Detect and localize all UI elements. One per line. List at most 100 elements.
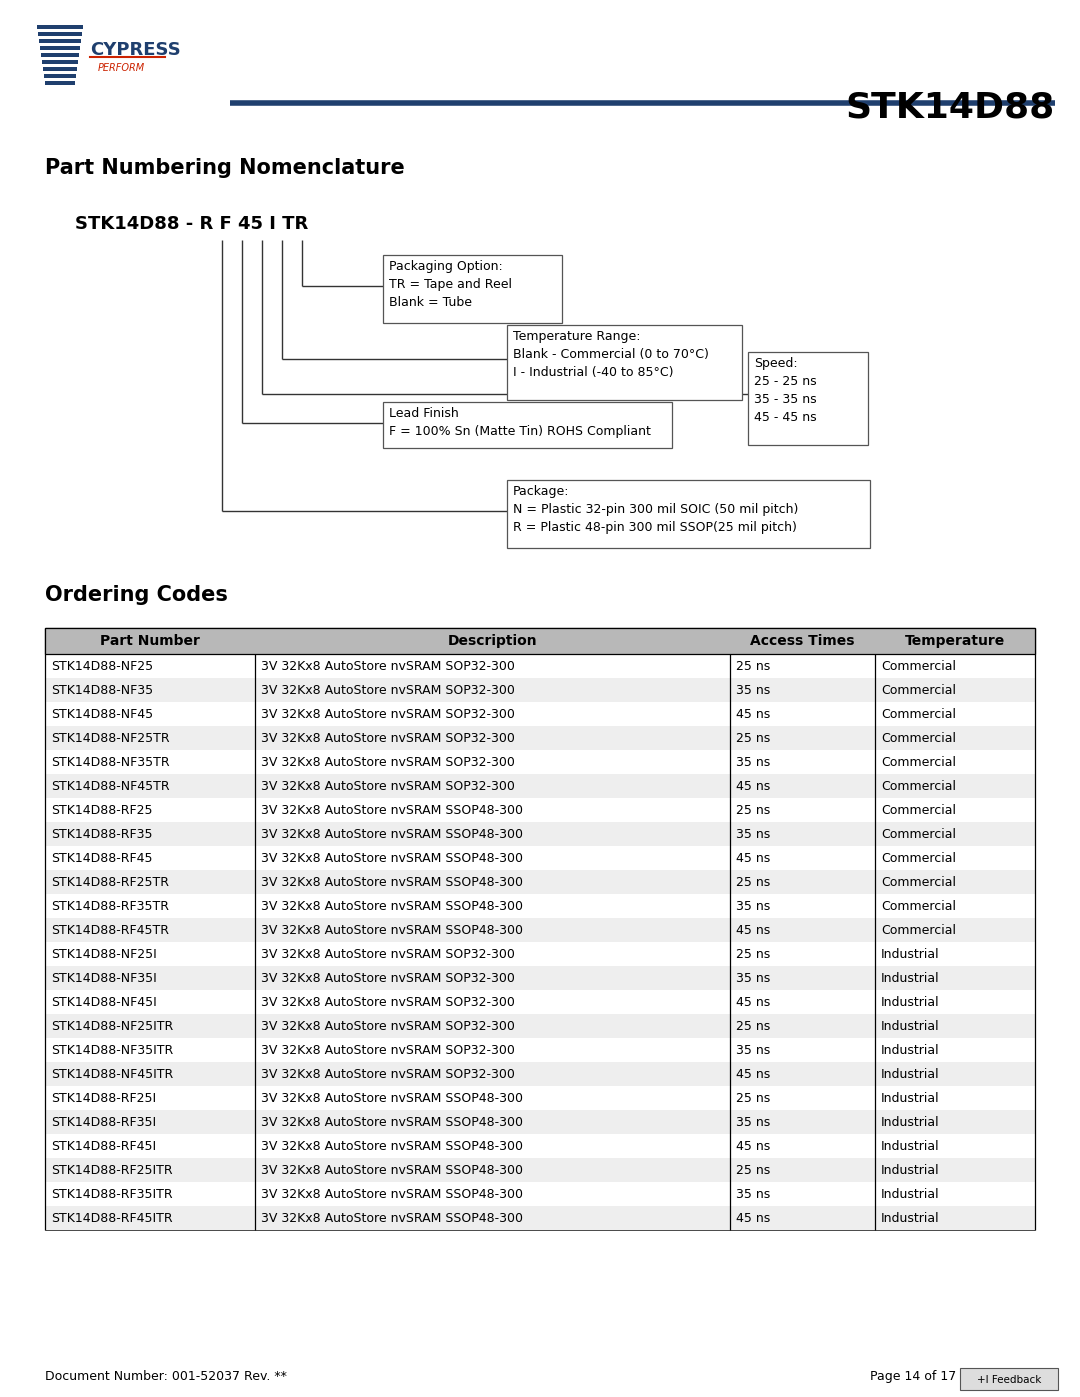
Bar (45, 774, 1035, 798)
Text: STK14D88-RF35: STK14D88-RF35 (51, 827, 152, 841)
Bar (45, 1182, 1035, 1206)
Text: 35 ns: 35 ns (735, 900, 770, 912)
Text: STK14D88-NF45TR: STK14D88-NF45TR (51, 780, 170, 792)
Bar (45, 1206, 1035, 1229)
Bar (40, 46, 80, 50)
Text: Description: Description (448, 634, 538, 648)
Text: Industrial: Industrial (881, 996, 940, 1009)
Text: 25 ns: 25 ns (735, 803, 770, 816)
Text: 35 ns: 35 ns (735, 1044, 770, 1056)
Text: 35 ns: 35 ns (735, 971, 770, 985)
Text: 3V 32Kx8 AutoStore nvSRAM SOP32-300: 3V 32Kx8 AutoStore nvSRAM SOP32-300 (261, 780, 515, 792)
Text: Industrial: Industrial (881, 1020, 940, 1032)
Text: 3V 32Kx8 AutoStore nvSRAM SSOP48-300: 3V 32Kx8 AutoStore nvSRAM SSOP48-300 (261, 1164, 523, 1176)
Text: 45 ns: 45 ns (735, 780, 770, 792)
Bar (960, 1368, 1058, 1390)
Bar (45, 1158, 1035, 1182)
Bar (45, 894, 1035, 918)
Text: STK14D88-RF25I: STK14D88-RF25I (51, 1091, 157, 1105)
Bar (38, 32, 82, 36)
Text: Page 14 of 17: Page 14 of 17 (870, 1370, 956, 1383)
Text: 45 ns: 45 ns (735, 707, 770, 721)
Text: Packaging Option:
TR = Tape and Reel
Blank = Tube: Packaging Option: TR = Tape and Reel Bla… (389, 260, 512, 309)
Text: Ordering Codes: Ordering Codes (45, 585, 228, 605)
Text: Commercial: Commercial (881, 923, 956, 936)
Bar (39, 39, 81, 43)
Text: 25 ns: 25 ns (735, 876, 770, 888)
Text: 3V 32Kx8 AutoStore nvSRAM SSOP48-300: 3V 32Kx8 AutoStore nvSRAM SSOP48-300 (261, 803, 523, 816)
Text: 3V 32Kx8 AutoStore nvSRAM SSOP48-300: 3V 32Kx8 AutoStore nvSRAM SSOP48-300 (261, 876, 523, 888)
Text: 45 ns: 45 ns (735, 1067, 770, 1080)
Bar (748, 352, 868, 446)
Bar (45, 678, 1035, 703)
Bar (45, 629, 1035, 654)
Bar (507, 481, 870, 548)
Text: 3V 32Kx8 AutoStore nvSRAM SOP32-300: 3V 32Kx8 AutoStore nvSRAM SOP32-300 (261, 971, 515, 985)
Bar (45, 1038, 1035, 1062)
Text: Temperature: Temperature (905, 634, 1005, 648)
Bar (45, 750, 1035, 774)
Text: CYPRESS: CYPRESS (90, 41, 180, 59)
Bar (45, 918, 1035, 942)
Text: Commercial: Commercial (881, 900, 956, 912)
Text: STK14D88 - R F 45 I TR: STK14D88 - R F 45 I TR (75, 215, 308, 233)
Text: Speed:
25 - 25 ns
35 - 35 ns
45 - 45 ns: Speed: 25 - 25 ns 35 - 35 ns 45 - 45 ns (754, 358, 816, 425)
Text: STK14D88-NF45I: STK14D88-NF45I (51, 996, 157, 1009)
Text: 45 ns: 45 ns (735, 996, 770, 1009)
Text: 3V 32Kx8 AutoStore nvSRAM SSOP48-300: 3V 32Kx8 AutoStore nvSRAM SSOP48-300 (261, 1140, 523, 1153)
Text: 3V 32Kx8 AutoStore nvSRAM SOP32-300: 3V 32Kx8 AutoStore nvSRAM SOP32-300 (261, 683, 515, 697)
Bar (41, 53, 79, 57)
Bar (45, 965, 1035, 990)
Text: STK14D88-NF35I: STK14D88-NF35I (51, 971, 157, 985)
Text: STK14D88-RF25ITR: STK14D88-RF25ITR (51, 1164, 173, 1176)
Bar (37, 25, 83, 29)
Text: 3V 32Kx8 AutoStore nvSRAM SOP32-300: 3V 32Kx8 AutoStore nvSRAM SOP32-300 (261, 1067, 515, 1080)
Text: STK14D88: STK14D88 (846, 89, 1055, 124)
Text: Package:
N = Plastic 32-pin 300 mil SOIC (50 mil pitch)
R = Plastic 48-pin 300 m: Package: N = Plastic 32-pin 300 mil SOIC… (513, 485, 798, 534)
Text: STK14D88-NF25: STK14D88-NF25 (51, 659, 153, 672)
Bar (45, 942, 1035, 965)
Bar (45, 870, 1035, 894)
Bar (383, 402, 672, 448)
Bar (45, 81, 75, 85)
Text: Commercial: Commercial (881, 756, 956, 768)
Text: Commercial: Commercial (881, 707, 956, 721)
Text: Access Times: Access Times (751, 634, 854, 648)
Text: STK14D88-RF45I: STK14D88-RF45I (51, 1140, 157, 1153)
Text: 3V 32Kx8 AutoStore nvSRAM SOP32-300: 3V 32Kx8 AutoStore nvSRAM SOP32-300 (261, 756, 515, 768)
Text: PERFORM: PERFORM (98, 63, 145, 73)
Text: STK14D88-NF25TR: STK14D88-NF25TR (51, 732, 170, 745)
Text: 35 ns: 35 ns (735, 683, 770, 697)
Text: 3V 32Kx8 AutoStore nvSRAM SSOP48-300: 3V 32Kx8 AutoStore nvSRAM SSOP48-300 (261, 1115, 523, 1129)
Bar (507, 326, 742, 400)
Bar (43, 67, 77, 71)
Text: Commercial: Commercial (881, 659, 956, 672)
Text: Commercial: Commercial (881, 803, 956, 816)
Text: 3V 32Kx8 AutoStore nvSRAM SSOP48-300: 3V 32Kx8 AutoStore nvSRAM SSOP48-300 (261, 1091, 523, 1105)
Text: 3V 32Kx8 AutoStore nvSRAM SOP32-300: 3V 32Kx8 AutoStore nvSRAM SOP32-300 (261, 996, 515, 1009)
Text: 3V 32Kx8 AutoStore nvSRAM SOP32-300: 3V 32Kx8 AutoStore nvSRAM SOP32-300 (261, 707, 515, 721)
Text: STK14D88-RF45: STK14D88-RF45 (51, 852, 152, 865)
Text: STK14D88-RF25: STK14D88-RF25 (51, 803, 152, 816)
Text: STK14D88-RF35ITR: STK14D88-RF35ITR (51, 1187, 173, 1200)
Bar (383, 256, 562, 323)
Text: 3V 32Kx8 AutoStore nvSRAM SSOP48-300: 3V 32Kx8 AutoStore nvSRAM SSOP48-300 (261, 827, 523, 841)
Text: 3V 32Kx8 AutoStore nvSRAM SSOP48-300: 3V 32Kx8 AutoStore nvSRAM SSOP48-300 (261, 923, 523, 936)
Text: STK14D88-RF45ITR: STK14D88-RF45ITR (51, 1211, 173, 1225)
Text: Industrial: Industrial (881, 1164, 940, 1176)
Bar (45, 654, 1035, 678)
Text: STK14D88-NF45: STK14D88-NF45 (51, 707, 153, 721)
Text: 35 ns: 35 ns (735, 827, 770, 841)
Bar (45, 847, 1035, 870)
Text: 3V 32Kx8 AutoStore nvSRAM SSOP48-300: 3V 32Kx8 AutoStore nvSRAM SSOP48-300 (261, 1211, 523, 1225)
Bar (45, 1111, 1035, 1134)
Text: 35 ns: 35 ns (735, 756, 770, 768)
Text: Commercial: Commercial (881, 683, 956, 697)
Text: Part Number: Part Number (100, 634, 200, 648)
Text: 3V 32Kx8 AutoStore nvSRAM SOP32-300: 3V 32Kx8 AutoStore nvSRAM SOP32-300 (261, 659, 515, 672)
Text: 25 ns: 25 ns (735, 1020, 770, 1032)
Text: Industrial: Industrial (881, 1067, 940, 1080)
Text: 35 ns: 35 ns (735, 1187, 770, 1200)
Bar (44, 74, 76, 78)
Text: Document Number: 001-52037 Rev. **: Document Number: 001-52037 Rev. ** (45, 1370, 287, 1383)
